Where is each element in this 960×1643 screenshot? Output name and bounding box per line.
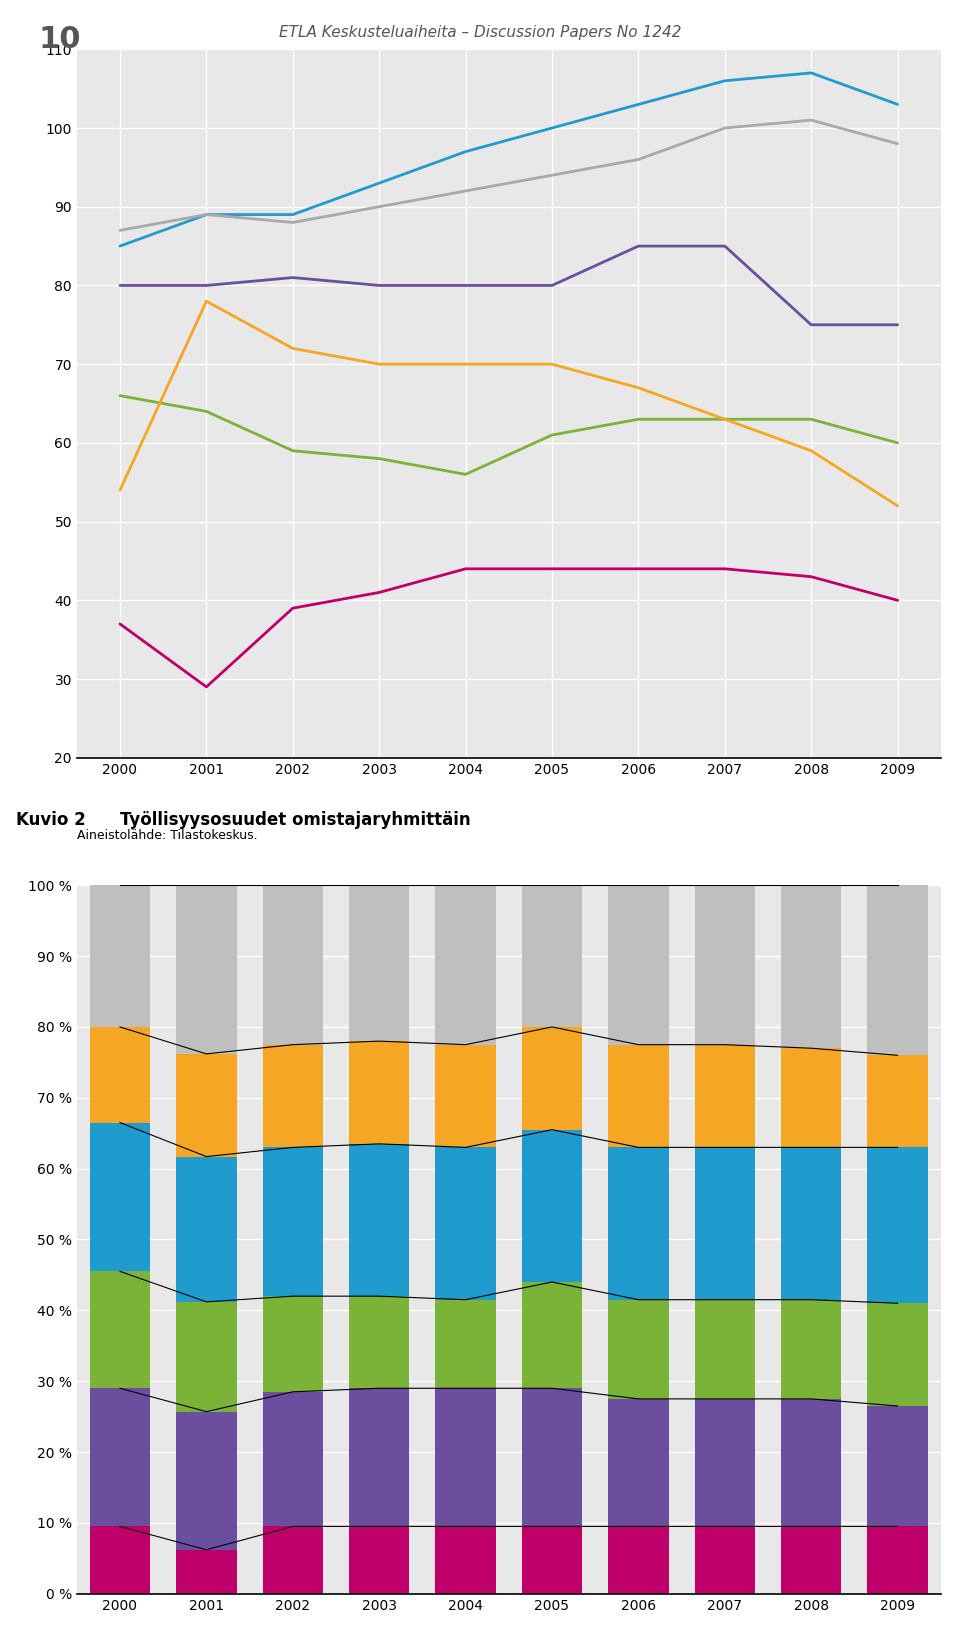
Text: ETLA Keskusteluaiheita – Discussion Papers No 1242: ETLA Keskusteluaiheita – Discussion Pape…: [278, 25, 682, 39]
Bar: [262, 1045, 324, 1147]
Bar: [177, 1411, 237, 1549]
Bar: [694, 886, 756, 1045]
Bar: [177, 1157, 237, 1301]
Legend: Muu, Pörssi, Ulkom., Julkisom., Perhe, 2. s.p., Perhe, 1. s.p.: Muu, Pörssi, Ulkom., Julkisom., Perhe, 2…: [956, 1171, 960, 1306]
Bar: [435, 1388, 495, 1526]
Text: Kuvio 2: Kuvio 2: [16, 810, 86, 828]
Text: 10: 10: [38, 25, 81, 54]
Bar: [780, 886, 841, 1048]
Bar: [348, 1526, 409, 1594]
Bar: [609, 886, 669, 1045]
Bar: [177, 1301, 237, 1411]
Bar: [867, 1526, 927, 1594]
Bar: [177, 886, 237, 1053]
Bar: [435, 886, 495, 1045]
Bar: [89, 886, 150, 1027]
Bar: [348, 1296, 409, 1388]
Bar: [262, 886, 324, 1045]
Bar: [609, 1398, 669, 1526]
Bar: [867, 886, 927, 1055]
Bar: [867, 1406, 927, 1526]
Bar: [694, 1147, 756, 1300]
Bar: [867, 1055, 927, 1147]
Bar: [348, 1042, 409, 1144]
Bar: [694, 1300, 756, 1398]
Bar: [348, 1144, 409, 1296]
Bar: [867, 1147, 927, 1303]
Bar: [780, 1147, 841, 1300]
Bar: [177, 1549, 237, 1594]
Bar: [89, 1027, 150, 1122]
Bar: [521, 1027, 582, 1130]
Bar: [262, 1147, 324, 1296]
Bar: [521, 1388, 582, 1526]
Bar: [780, 1526, 841, 1594]
Bar: [435, 1045, 495, 1147]
Bar: [780, 1300, 841, 1398]
Bar: [521, 1526, 582, 1594]
Bar: [177, 1053, 237, 1157]
Bar: [521, 1282, 582, 1388]
Bar: [435, 1147, 495, 1300]
Bar: [89, 1526, 150, 1594]
Bar: [609, 1526, 669, 1594]
Text: Aineistolähde: Tilastokeskus.: Aineistolähde: Tilastokeskus.: [77, 828, 257, 841]
Bar: [521, 886, 582, 1027]
Bar: [780, 1048, 841, 1147]
Bar: [694, 1526, 756, 1594]
Text: Työllisyysosuudet omistajaryhmittäin: Työllisyysosuudet omistajaryhmittäin: [120, 810, 470, 828]
Bar: [780, 1398, 841, 1526]
Bar: [348, 886, 409, 1042]
Bar: [609, 1147, 669, 1300]
Bar: [348, 1388, 409, 1526]
Bar: [89, 1388, 150, 1526]
Bar: [694, 1398, 756, 1526]
Bar: [609, 1300, 669, 1398]
Bar: [435, 1300, 495, 1388]
Bar: [609, 1045, 669, 1147]
Bar: [262, 1392, 324, 1526]
Bar: [521, 1130, 582, 1282]
Bar: [867, 1303, 927, 1406]
Bar: [262, 1296, 324, 1392]
Bar: [89, 1272, 150, 1388]
Legend: Ulkom., Muu, Perhe, 2. s.p., Julkisom., Pörssi, Perhe, 1. s.p.: Ulkom., Muu, Perhe, 2. s.p., Julkisom., …: [956, 304, 960, 434]
Bar: [435, 1526, 495, 1594]
Bar: [694, 1045, 756, 1147]
Bar: [89, 1122, 150, 1272]
Bar: [262, 1526, 324, 1594]
